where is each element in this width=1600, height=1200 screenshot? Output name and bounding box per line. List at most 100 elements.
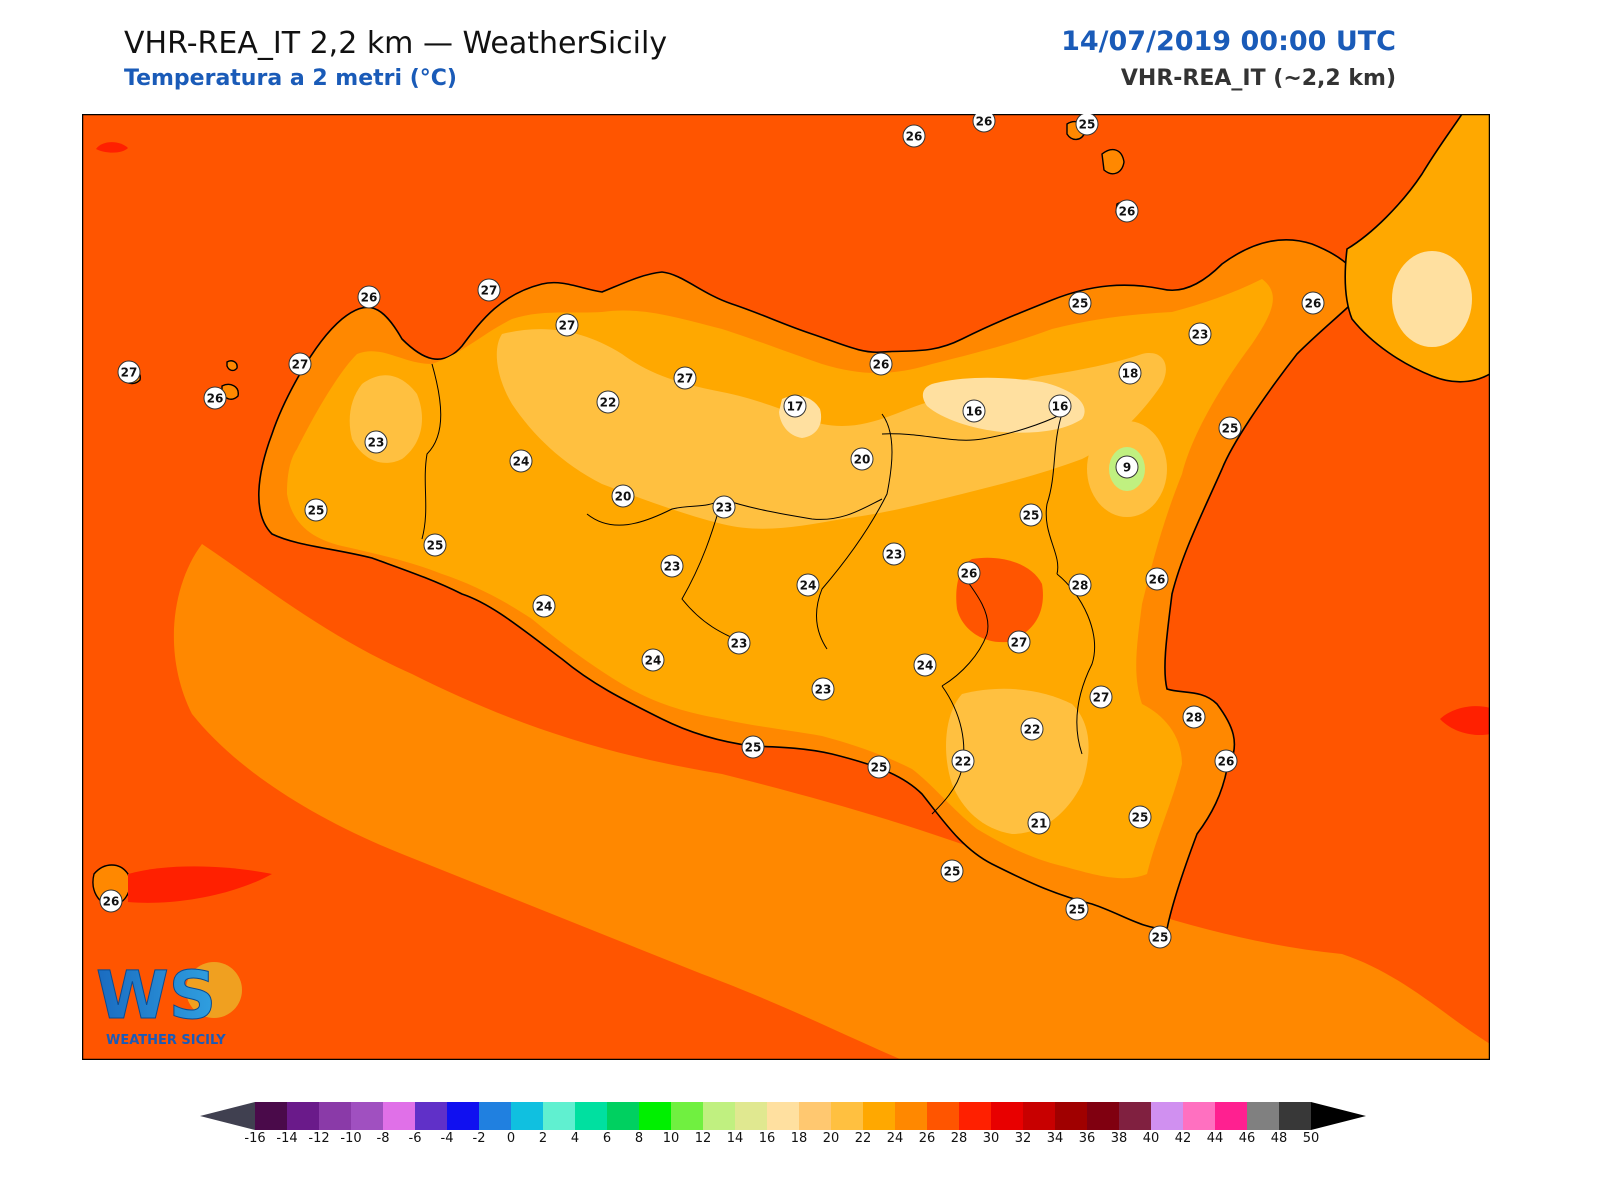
station-marker: 26 (869, 352, 893, 376)
station-dot (913, 653, 937, 677)
warm-sea-spot (128, 866, 272, 903)
station-marker: 9 (1115, 455, 1139, 479)
colorbar-tick-label: 36 (1079, 1131, 1096, 1142)
station-temperature: 27 (481, 284, 498, 298)
colorbar-cell (767, 1102, 799, 1130)
station-dot (596, 390, 620, 414)
station-marker: 26 (902, 124, 926, 148)
colorbar-cell (351, 1102, 383, 1130)
station-marker: 25 (1065, 897, 1089, 921)
station-dot (357, 285, 381, 309)
station-temperature: 23 (731, 637, 748, 651)
model-label: VHR-REA_IT (~2,2 km) (1120, 66, 1396, 91)
station-dot (1019, 503, 1043, 527)
station-marker: 28 (1182, 705, 1206, 729)
station-temperature: 18 (1122, 367, 1139, 381)
station-dot (902, 124, 926, 148)
station-dot (364, 430, 388, 454)
station-temperature: 25 (1023, 509, 1040, 523)
station-dot (1068, 573, 1092, 597)
colorbar-tick-label: -4 (441, 1131, 454, 1142)
station-marker: 22 (1020, 717, 1044, 741)
colorbar-cell (991, 1102, 1023, 1130)
station-marker: 26 (203, 386, 227, 410)
station-temperature: 23 (368, 436, 385, 450)
logo-name: WEATHER SICILY (106, 1033, 226, 1048)
colorbar-cell (639, 1102, 671, 1130)
station-marker: 25 (867, 755, 891, 779)
aspromonte-zone (1392, 251, 1472, 347)
colorbar-tick-label: 14 (727, 1131, 744, 1142)
station-temperature: 24 (513, 455, 530, 469)
station-marker: 27 (673, 366, 697, 390)
station-marker: 25 (423, 533, 447, 557)
colorbar-cell (831, 1102, 863, 1130)
station-temperature: 27 (559, 319, 576, 333)
station-dot (1048, 394, 1072, 418)
station-marker: 27 (117, 360, 141, 384)
station-temperature: 26 (873, 358, 890, 372)
station-marker: 25 (1128, 805, 1152, 829)
station-dot (1301, 291, 1325, 315)
station-temperature: 27 (1011, 636, 1028, 650)
station-temperature: 26 (1305, 297, 1322, 311)
colorbar-cell (479, 1102, 511, 1130)
station-marker: 20 (850, 447, 874, 471)
colorbar-cell (607, 1102, 639, 1130)
station-temperature: 23 (664, 560, 681, 574)
colorbar-cell (1183, 1102, 1215, 1130)
colorbar-cell (863, 1102, 895, 1130)
colorbar-tick-label: 10 (663, 1131, 680, 1142)
colorbar-tick-label: 30 (983, 1131, 1000, 1142)
map-title: VHR-REA_IT 2,2 km — WeatherSicily (124, 26, 668, 61)
warm-hill-zone (496, 329, 1166, 529)
station-marker: 23 (712, 495, 736, 519)
colorbar-tick-label: -14 (276, 1131, 297, 1142)
colorbar-under-arrow (200, 1102, 255, 1130)
station-marker: 23 (660, 554, 684, 578)
colorbar-cell (671, 1102, 703, 1130)
station-dot (660, 554, 684, 578)
station-temperature: 25 (1152, 931, 1169, 945)
station-temperature: 22 (600, 396, 617, 410)
colorbar-tick-label: 44 (1207, 1131, 1224, 1142)
colorbar-cell (1023, 1102, 1055, 1130)
colorbar-tick-label: 42 (1175, 1131, 1192, 1142)
station-dot (1128, 805, 1152, 829)
station-marker: 24 (913, 653, 937, 677)
station-temperature: 28 (1186, 711, 1203, 725)
station-dot (957, 561, 981, 585)
colorbar-tick-label: 34 (1047, 1131, 1064, 1142)
station-temperature: 17 (787, 400, 804, 414)
colorbar-cell (1247, 1102, 1279, 1130)
station-dot (673, 366, 697, 390)
station-dot (1089, 685, 1113, 709)
warm-hill-zone-west (349, 375, 422, 463)
station-marker: 28 (1068, 573, 1092, 597)
station-dot (741, 735, 765, 759)
station-markers: 26 26 25 26 26 27 27 27 27 26 27 23 25 24 22 17 20 20 23 25… (99, 114, 1325, 949)
station-marker: 24 (532, 594, 556, 618)
station-marker: 22 (596, 390, 620, 414)
colorbar-cell (927, 1102, 959, 1130)
station-marker: 23 (811, 677, 835, 701)
colorbar-cell (703, 1102, 735, 1130)
station-marker: 24 (509, 449, 533, 473)
station-dot (972, 114, 996, 133)
colorbar-tick-label: 18 (791, 1131, 808, 1142)
station-marker: 25 (304, 498, 328, 522)
station-dot (962, 399, 986, 423)
colorbar-tick-label: 40 (1143, 1131, 1160, 1142)
station-dot (940, 859, 964, 883)
map-subtitle: Temperatura a 2 metri (°C) (124, 66, 457, 91)
station-marker: 23 (882, 542, 906, 566)
station-temperature: 26 (906, 130, 923, 144)
province-boundaries (421, 363, 1096, 815)
station-dot (1027, 811, 1051, 835)
colorbar-tick-label: 6 (603, 1131, 611, 1142)
warm-sea-spot (1440, 706, 1490, 736)
colorbar-cell (959, 1102, 991, 1130)
warm-plateau-zone (946, 688, 1089, 834)
station-marker: 17 (783, 394, 807, 418)
station-temperature: 20 (615, 490, 632, 504)
